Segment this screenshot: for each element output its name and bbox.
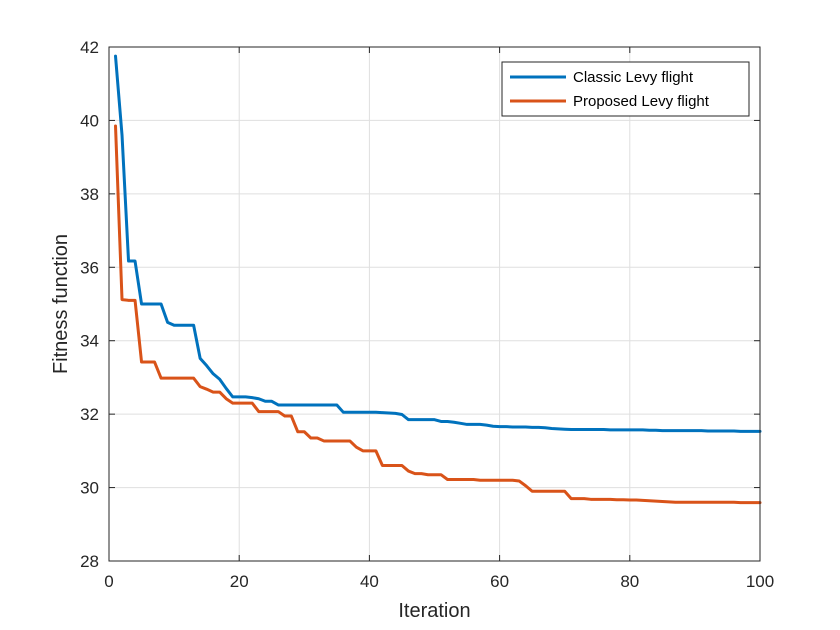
legend-label-classic: Classic Levy flight — [573, 69, 694, 86]
x-axis-title: Iteration — [398, 600, 470, 622]
y-tick-label: 32 — [80, 405, 99, 424]
legend: Classic Levy flight Proposed Levy flight — [501, 61, 750, 117]
legend-box — [501, 61, 750, 117]
grid — [109, 47, 760, 561]
y-tick-label: 38 — [80, 185, 99, 204]
series-layer — [114, 54, 762, 505]
x-tick-label: 80 — [620, 572, 639, 591]
x-tick-label: 100 — [746, 572, 774, 591]
x-tick-label: 20 — [230, 572, 249, 591]
x-tick-labels: 0 20 40 60 80 100 — [104, 572, 774, 591]
y-tick-label: 28 — [80, 552, 99, 571]
ticks — [108, 46, 761, 562]
y-tick-label: 42 — [80, 38, 99, 57]
legend-label-proposed: Proposed Levy flight — [573, 93, 710, 110]
axes-box — [108, 46, 761, 562]
y-axis-title: Fitness function — [50, 234, 72, 374]
plot-area-background — [109, 47, 760, 561]
y-tick-label: 34 — [80, 332, 99, 351]
x-tick-label: 0 — [104, 572, 113, 591]
y-tick-label: 30 — [80, 479, 99, 498]
y-tick-label: 40 — [80, 111, 99, 130]
x-tick-label: 60 — [490, 572, 509, 591]
y-tick-label: 36 — [80, 258, 99, 277]
y-tick-labels: 28 30 32 34 36 38 40 42 — [80, 38, 99, 571]
series-line-1 — [114, 124, 762, 505]
series-line-0 — [114, 54, 762, 433]
x-tick-label: 40 — [360, 572, 379, 591]
